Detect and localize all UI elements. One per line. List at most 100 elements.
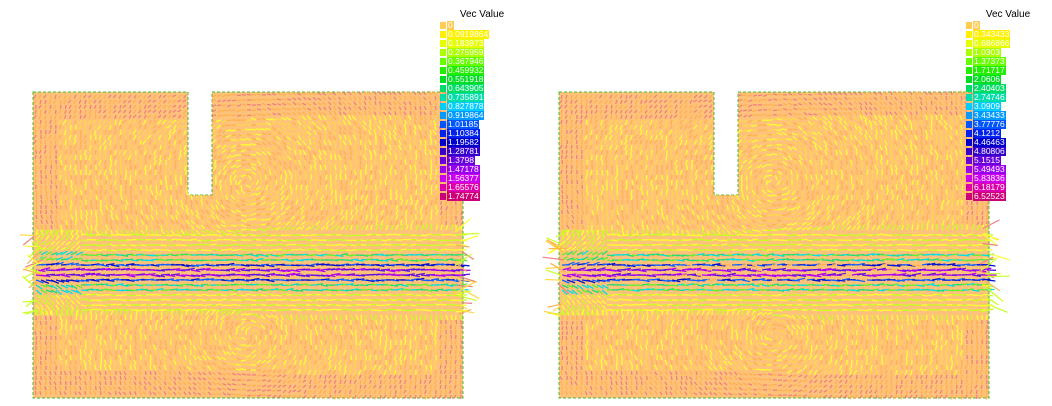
- jet-spill-arrows: [542, 219, 1010, 317]
- legend-row: 0.919864: [440, 111, 524, 120]
- legend-title: Vec Value: [459, 9, 505, 20]
- legend-label: 5.49493: [973, 164, 1006, 174]
- legend-swatch: [440, 22, 446, 29]
- velocity-field-left: [19, 90, 480, 400]
- legend-swatch: [966, 31, 972, 38]
- legend-swatch: [966, 166, 972, 173]
- legend-row: 1.10384: [440, 129, 524, 138]
- legend-swatch: [966, 157, 972, 164]
- legend-swatch: [440, 166, 446, 173]
- legend-row: 1.71717: [966, 66, 1050, 75]
- velocity-field-right: [542, 90, 1010, 400]
- legend-left: Vec Value 0 0.0919864 0.183973 0.275959 0.36…: [440, 8, 524, 201]
- legend-row: 0.459932: [440, 66, 524, 75]
- legend-row: 0: [440, 21, 524, 30]
- legend-label: 1.71717: [973, 65, 1006, 75]
- legend-label: 0.735891: [447, 92, 485, 102]
- legend-label: 0.367946: [447, 56, 485, 66]
- legend-right: Vec Value 0 0.343433 0.686866 1.0303 1.37373…: [966, 8, 1050, 201]
- legend-label: 0.343433: [973, 29, 1011, 39]
- legend-label: 4.1212: [973, 128, 1001, 138]
- vector-arrows: [559, 90, 997, 400]
- legend-label: 0.275959: [447, 47, 485, 57]
- legend-label: 3.0909: [973, 101, 1001, 111]
- legend-row: 6.18179: [966, 183, 1050, 192]
- legend-row: 0.643905: [440, 84, 524, 93]
- legend-label: 3.43433: [973, 110, 1006, 120]
- legend-label: 2.40403: [973, 83, 1006, 93]
- legend-swatch: [440, 184, 446, 191]
- legend-swatch: [966, 139, 972, 146]
- legend-row: 4.80806: [966, 147, 1050, 156]
- legend-label: 1.37373: [973, 56, 1006, 66]
- legend-label: 6.18179: [973, 182, 1006, 192]
- legend-row: 3.43433: [966, 111, 1050, 120]
- legend-swatch: [440, 148, 446, 155]
- vector-arrows: [33, 90, 471, 400]
- legend-swatch: [966, 94, 972, 101]
- legend-label: 0.0919864: [447, 29, 490, 39]
- legend-label: 0.459932: [447, 65, 485, 75]
- legend-label: 5.83836: [973, 173, 1006, 183]
- legend-swatch: [440, 112, 446, 119]
- legend-row: 1.74774: [440, 192, 524, 201]
- legend-label: 1.65576: [447, 182, 480, 192]
- legend-swatch: [440, 175, 446, 182]
- legend-row: 0.183973: [440, 39, 524, 48]
- vector-plot-right: Vec Value 0 0.343433 0.686866 1.0303 1.37373…: [526, 0, 1052, 406]
- legend-row: 1.37373: [966, 57, 1050, 66]
- legend-swatch: [440, 76, 446, 83]
- legend-row: 0.735891: [440, 93, 524, 102]
- legend-row: 1.56377: [440, 174, 524, 183]
- legend-swatch: [966, 121, 972, 128]
- legend-row: 0.343433: [966, 30, 1050, 39]
- legend-swatch: [440, 94, 446, 101]
- legend-swatch: [440, 103, 446, 110]
- legend-row: 1.65576: [440, 183, 524, 192]
- jet-spill-arrows: [19, 218, 480, 315]
- legend-swatch: [440, 130, 446, 137]
- legend-row: 5.83836: [966, 174, 1050, 183]
- legend-label: 0.919864: [447, 110, 485, 120]
- legend-label: 1.47178: [447, 164, 480, 174]
- legend-swatch: [966, 67, 972, 74]
- legend-label: 4.80806: [973, 146, 1006, 156]
- legend-label: 0.551918: [447, 74, 485, 84]
- legend-title: Vec Value: [985, 9, 1031, 20]
- legend-label: 1.3798: [447, 155, 475, 165]
- legend-swatch: [966, 40, 972, 47]
- legend-label: 0.827878: [447, 101, 485, 111]
- legend-row: 4.46463: [966, 138, 1050, 147]
- legend-swatch: [440, 85, 446, 92]
- legend-label: 0: [973, 20, 980, 30]
- legend-row: 6.52523: [966, 192, 1050, 201]
- legend-swatch: [966, 130, 972, 137]
- legend-row: 1.0303: [966, 48, 1050, 57]
- legend-label: 1.10384: [447, 128, 480, 138]
- legend-swatch: [440, 139, 446, 146]
- legend-row: 5.49493: [966, 165, 1050, 174]
- legend-row: 0.367946: [440, 57, 524, 66]
- legend-swatch: [440, 58, 446, 65]
- legend-label: 1.0303: [973, 47, 1001, 57]
- legend-swatch: [966, 49, 972, 56]
- legend-swatch: [966, 193, 972, 200]
- legend-row: 0.827878: [440, 102, 524, 111]
- legend-swatch: [440, 157, 446, 164]
- legend-swatch: [440, 49, 446, 56]
- legend-label: 1.56377: [447, 173, 480, 183]
- legend-swatch: [966, 175, 972, 182]
- legend-label: 6.52523: [973, 191, 1006, 201]
- legend-row: 2.0606: [966, 75, 1050, 84]
- legend-row: 1.19582: [440, 138, 524, 147]
- legend-label: 2.74746: [973, 92, 1006, 102]
- legend-swatch: [966, 76, 972, 83]
- legend-swatch: [966, 112, 972, 119]
- legend-label: 1.01185: [447, 119, 480, 129]
- legend-row: 0.686866: [966, 39, 1050, 48]
- legend-swatch: [440, 121, 446, 128]
- legend-label: 0.643905: [447, 83, 485, 93]
- legend-row: 3.0909: [966, 102, 1050, 111]
- legend-label: 4.46463: [973, 137, 1006, 147]
- legend-swatch: [440, 40, 446, 47]
